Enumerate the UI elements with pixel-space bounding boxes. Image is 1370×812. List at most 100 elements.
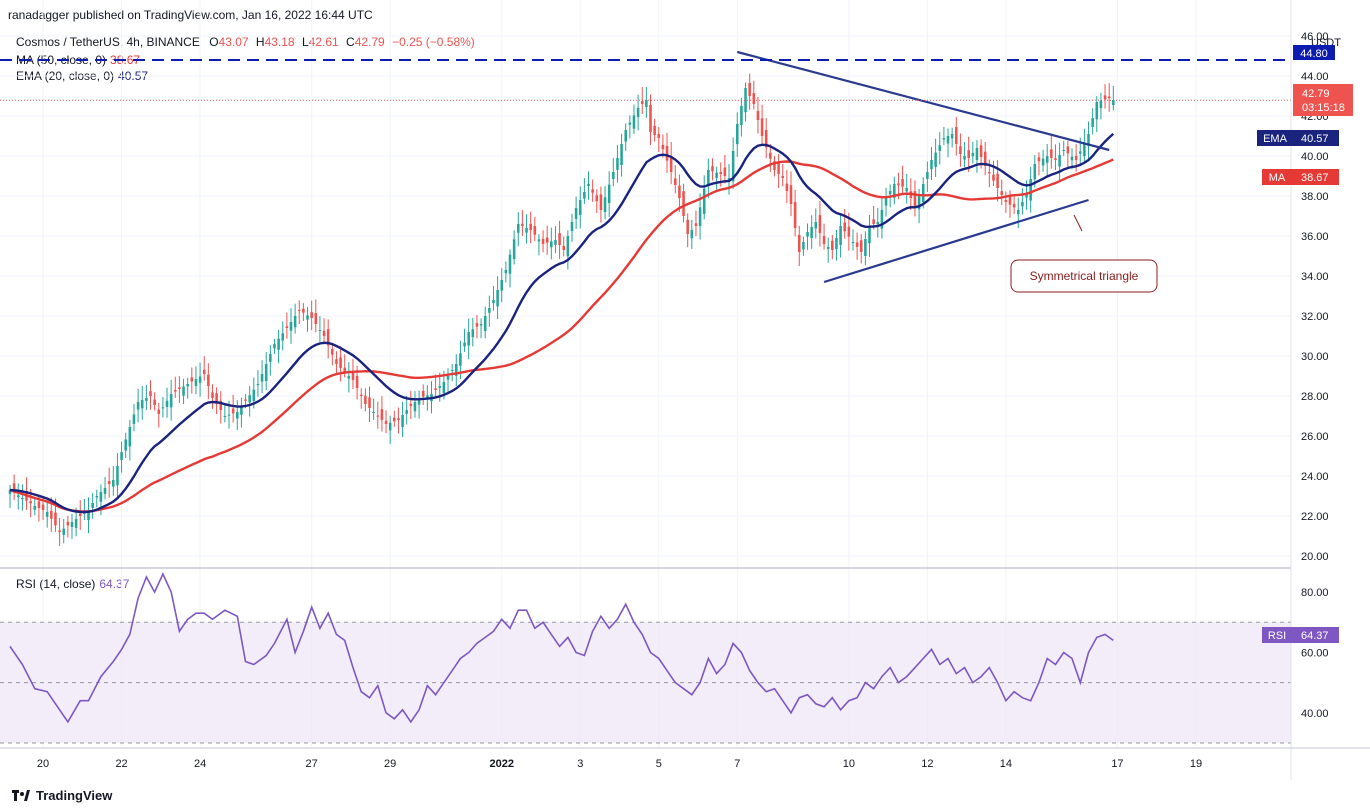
- candle: [554, 226, 557, 254]
- candle-body: [401, 415, 404, 427]
- candle-body: [558, 233, 561, 245]
- c-label: C: [346, 35, 355, 49]
- candle-body: [826, 247, 830, 249]
- candle: [277, 329, 280, 364]
- resistance-tag: 44.80: [1293, 45, 1335, 60]
- candle: [1000, 179, 1004, 205]
- candle: [785, 169, 789, 204]
- candle-body: [442, 382, 446, 393]
- candle-body: [281, 333, 285, 341]
- candle: [864, 231, 867, 266]
- candle: [793, 189, 797, 237]
- symbol-legend: Cosmos / TetherUS, 4h, BINANCE O43.07 H4…: [16, 35, 475, 49]
- candle: [186, 377, 189, 399]
- c-value: 42.79: [354, 35, 385, 49]
- candle: [963, 142, 966, 168]
- last-price-tag: 42.79 03:15:18: [1293, 84, 1353, 116]
- candle: [339, 346, 342, 382]
- candle: [831, 234, 834, 260]
- candle-body: [719, 172, 723, 174]
- candle: [905, 174, 908, 204]
- candle: [826, 237, 830, 263]
- candle: [868, 214, 871, 257]
- candle-body: [921, 184, 925, 203]
- candle-body: [682, 191, 685, 216]
- candle-body: [339, 357, 342, 368]
- candle-body: [174, 390, 177, 392]
- rsi-axis[interactable]: 80.00 60.00 40.00: [1301, 587, 1329, 720]
- candle: [331, 342, 334, 366]
- candle: [789, 171, 793, 217]
- candle: [752, 80, 756, 110]
- candle-body: [1070, 156, 1074, 161]
- candle-body: [760, 118, 764, 136]
- time-axis[interactable]: 20 22 24 27 29 2022 3 5 7 10 12 14 17 19: [37, 758, 1202, 770]
- candle: [302, 303, 305, 321]
- candle: [756, 97, 760, 134]
- candle: [359, 388, 363, 409]
- candle-body: [942, 138, 946, 140]
- candle-body: [116, 466, 119, 486]
- svg-text:EMA: EMA: [1263, 133, 1288, 145]
- candle-body: [950, 134, 954, 139]
- footer-brand[interactable]: TradingView: [12, 788, 112, 803]
- time-tick-label: 19: [1190, 758, 1202, 770]
- candle: [145, 384, 148, 411]
- candle-body: [244, 399, 247, 401]
- candle-body: [182, 386, 185, 396]
- candle: [169, 380, 173, 421]
- candle: [512, 230, 516, 265]
- candle-body: [843, 222, 846, 232]
- candle: [393, 410, 396, 427]
- candle-body: [351, 371, 355, 380]
- candle: [1062, 140, 1066, 157]
- candle: [802, 236, 805, 256]
- candle-body: [533, 226, 537, 235]
- candle-body: [21, 498, 24, 500]
- grid: [0, 0, 1291, 746]
- candle: [285, 312, 289, 339]
- candle: [926, 161, 929, 193]
- candle-body: [545, 237, 549, 243]
- candle-body: [831, 240, 834, 250]
- candle: [376, 401, 380, 429]
- l-value: 42.61: [308, 35, 339, 49]
- candles: [8, 73, 1115, 546]
- candle: [839, 214, 842, 258]
- svg-text:44.80: 44.80: [1300, 48, 1328, 60]
- candle: [715, 166, 718, 190]
- candle: [1083, 128, 1086, 164]
- candle: [636, 94, 640, 131]
- candle-body: [814, 222, 818, 229]
- candle: [797, 225, 801, 266]
- candle: [533, 216, 537, 242]
- candle-body: [653, 125, 656, 135]
- candle-body: [926, 172, 929, 179]
- price-axis[interactable]: 46.0044.0042.0040.0038.0036.0034.0032.00…: [1301, 31, 1329, 563]
- candle: [240, 397, 243, 428]
- trendlines[interactable]: [736, 50, 1110, 284]
- candle-body: [988, 172, 991, 174]
- candle-body: [913, 191, 917, 208]
- candle-body: [764, 130, 768, 148]
- candle-body: [946, 136, 950, 144]
- candle: [550, 227, 553, 260]
- candle: [91, 492, 94, 519]
- candle: [16, 483, 20, 510]
- candle: [140, 386, 144, 420]
- candle-body: [132, 414, 136, 424]
- price-tick-label: 46.00: [1301, 31, 1329, 43]
- candle: [653, 118, 656, 142]
- candle: [62, 519, 66, 544]
- candle-body: [455, 364, 458, 376]
- candle-body: [793, 202, 797, 228]
- candle-body: [335, 359, 338, 364]
- candle: [182, 378, 185, 404]
- candle-body: [285, 326, 289, 328]
- annotation-callout[interactable]: Symmetrical triangle: [1010, 259, 1158, 293]
- candle-body: [450, 370, 454, 371]
- candle: [95, 489, 99, 508]
- candle-body: [384, 420, 388, 424]
- candle: [397, 407, 400, 434]
